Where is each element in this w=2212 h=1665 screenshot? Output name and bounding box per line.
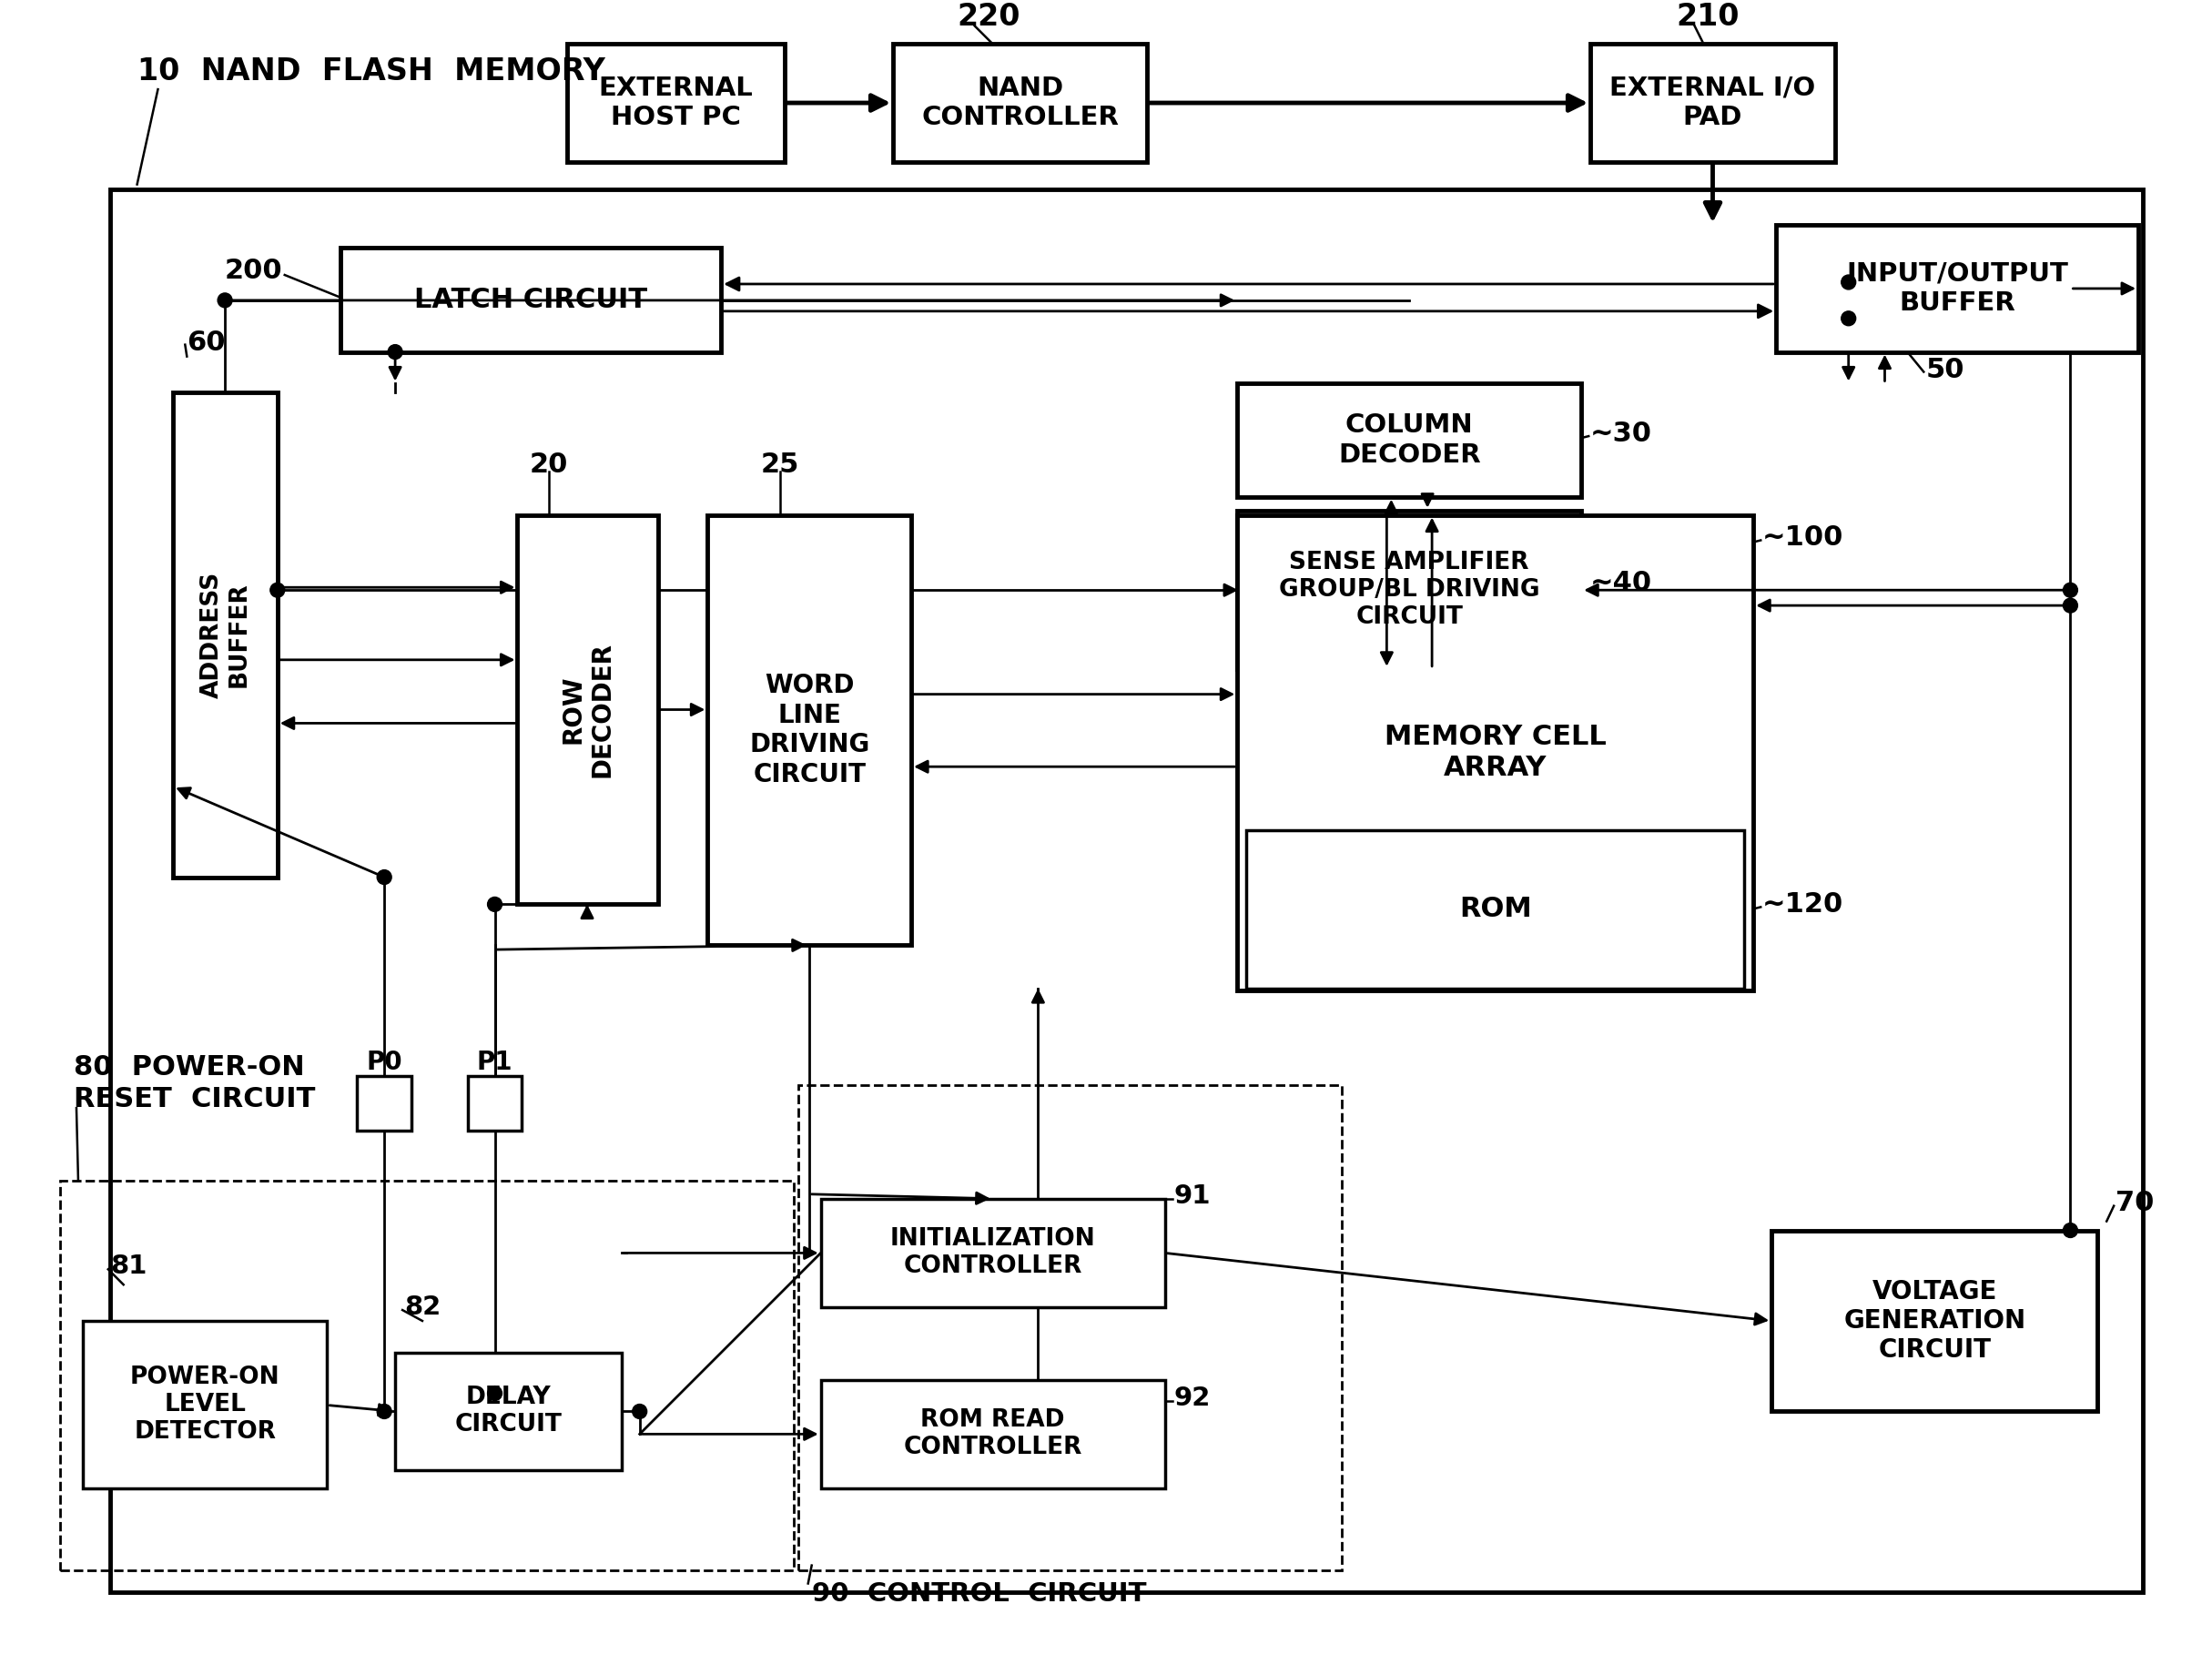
Text: INPUT/OUTPUT
BUFFER: INPUT/OUTPUT BUFFER: [1847, 261, 2068, 316]
Bar: [566, 43, 785, 162]
Text: 50: 50: [1924, 356, 1964, 383]
Bar: [821, 1199, 1166, 1307]
Text: ROM: ROM: [1460, 896, 1531, 922]
Bar: [894, 43, 1146, 162]
Text: POWER-ON
LEVEL
DETECTOR: POWER-ON LEVEL DETECTOR: [131, 1365, 281, 1444]
Bar: [173, 393, 276, 877]
Bar: [341, 248, 721, 351]
Text: EXTERNAL
HOST PC: EXTERNAL HOST PC: [599, 75, 752, 130]
Text: 10  NAND  FLASH  MEMORY: 10 NAND FLASH MEMORY: [137, 57, 604, 87]
Circle shape: [376, 869, 392, 884]
Circle shape: [487, 897, 502, 911]
Bar: [821, 1380, 1166, 1489]
Text: 80  POWER-ON: 80 POWER-ON: [73, 1054, 305, 1081]
Text: 60: 60: [186, 330, 226, 356]
Text: LATCH CIRCUIT: LATCH CIRCUIT: [414, 286, 648, 313]
Bar: [1237, 383, 1582, 496]
Text: SENSE AMPLIFIER
GROUP/BL DRIVING
CIRCUIT: SENSE AMPLIFIER GROUP/BL DRIVING CIRCUIT: [1279, 551, 1540, 629]
Text: ~100: ~100: [1763, 524, 1845, 551]
Text: P0: P0: [367, 1051, 403, 1076]
Text: MEMORY CELL
ARRAY: MEMORY CELL ARRAY: [1385, 724, 1606, 781]
Text: WORD
LINE
DRIVING
CIRCUIT: WORD LINE DRIVING CIRCUIT: [750, 673, 869, 788]
Circle shape: [2064, 1224, 2077, 1237]
Circle shape: [2064, 583, 2077, 598]
Bar: [1237, 511, 1582, 669]
Bar: [708, 514, 911, 946]
Text: 220: 220: [956, 2, 1020, 32]
Bar: [356, 1076, 411, 1131]
Text: 25: 25: [761, 451, 799, 478]
Text: 70: 70: [2115, 1190, 2154, 1217]
Text: ~120: ~120: [1763, 891, 1845, 917]
Text: 20: 20: [531, 451, 568, 478]
Text: 82: 82: [405, 1295, 440, 1320]
Circle shape: [1840, 311, 1856, 326]
Circle shape: [633, 1404, 646, 1419]
Text: 90  CONTROL  CIRCUIT: 90 CONTROL CIRCUIT: [812, 1582, 1146, 1607]
Text: 210: 210: [1677, 2, 1741, 32]
Text: 81: 81: [111, 1254, 146, 1279]
Text: ADDRESS
BUFFER: ADDRESS BUFFER: [199, 571, 250, 698]
Bar: [1590, 43, 1836, 162]
Text: ~30: ~30: [1590, 420, 1652, 446]
Text: 91: 91: [1175, 1184, 1210, 1209]
Circle shape: [270, 583, 285, 598]
Bar: [82, 1320, 327, 1489]
Bar: [518, 514, 657, 904]
Circle shape: [487, 1385, 502, 1400]
Bar: [799, 1086, 1340, 1570]
Bar: [1776, 225, 2139, 351]
Text: 92: 92: [1175, 1385, 1210, 1410]
Text: ~40: ~40: [1590, 569, 1652, 596]
Bar: [1245, 831, 1745, 989]
Bar: [396, 1352, 622, 1470]
Bar: [111, 188, 2143, 1592]
Circle shape: [217, 293, 232, 308]
Text: RESET  CIRCUIT: RESET CIRCUIT: [73, 1086, 316, 1112]
Text: NAND
CONTROLLER: NAND CONTROLLER: [920, 75, 1119, 130]
Bar: [1237, 514, 1754, 991]
Text: ROW
DECODER: ROW DECODER: [560, 641, 615, 778]
Bar: [467, 1076, 522, 1131]
Bar: [1772, 1230, 2097, 1412]
Text: INITIALIZATION
CONTROLLER: INITIALIZATION CONTROLLER: [889, 1227, 1095, 1279]
Text: ROM READ
CONTROLLER: ROM READ CONTROLLER: [902, 1409, 1082, 1460]
Text: 200: 200: [223, 256, 281, 283]
Circle shape: [387, 345, 403, 360]
Circle shape: [376, 1404, 392, 1419]
Circle shape: [1840, 275, 1856, 290]
Circle shape: [2064, 598, 2077, 613]
Text: DELAY
CIRCUIT: DELAY CIRCUIT: [456, 1385, 562, 1437]
Text: P1: P1: [478, 1051, 513, 1076]
Text: COLUMN
DECODER: COLUMN DECODER: [1338, 413, 1480, 468]
Text: VOLTAGE
GENERATION
CIRCUIT: VOLTAGE GENERATION CIRCUIT: [1843, 1279, 2026, 1364]
Bar: [60, 1180, 794, 1570]
Text: EXTERNAL I/O
PAD: EXTERNAL I/O PAD: [1610, 75, 1816, 130]
